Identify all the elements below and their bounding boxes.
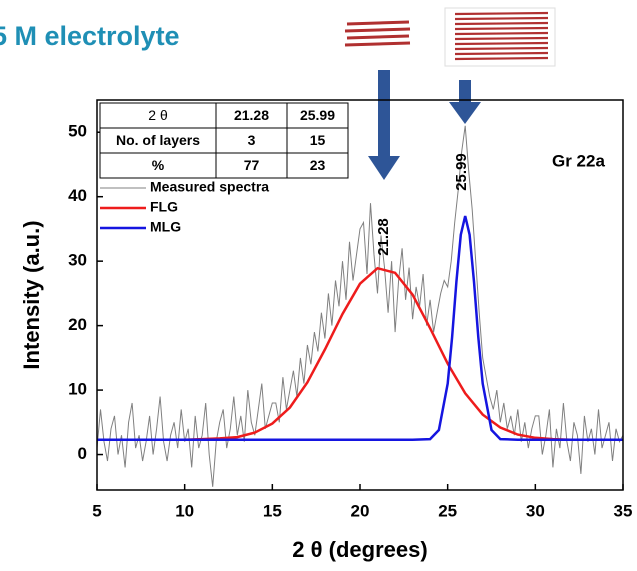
table-text: 3 <box>248 132 256 148</box>
x-tick-label: 10 <box>175 501 194 520</box>
x-tick-label: 20 <box>351 501 370 520</box>
annotation: Gr 22a <box>552 151 605 170</box>
x-tick-label: 15 <box>263 501 282 520</box>
peak-label: 21.28 <box>375 218 392 256</box>
plot-area <box>97 125 623 487</box>
peak-label: 25.99 <box>453 153 470 191</box>
table-cell <box>99 152 217 179</box>
chart-title: 5 M electrolyte <box>0 21 180 51</box>
table-text: No. of layers <box>116 132 200 148</box>
y-tick-label: 40 <box>68 186 87 205</box>
table-text: 15 <box>310 132 326 148</box>
x-tick-label: 35 <box>614 501 633 520</box>
table-text: 77 <box>244 157 260 173</box>
y-tick-label: 10 <box>68 380 87 399</box>
x-axis-label: 2 θ (degrees) <box>292 537 427 562</box>
series-line <box>97 266 623 441</box>
arrows <box>368 70 481 180</box>
table-cell <box>286 127 349 154</box>
y-tick-label: 20 <box>68 315 87 334</box>
graphene-icon-multi <box>444 7 556 67</box>
table-text: 23 <box>310 157 326 173</box>
graphene-icon-few <box>344 20 411 50</box>
y-axis-label: Intensity (a.u.) <box>19 220 44 369</box>
table-text: 25.99 <box>300 107 335 123</box>
series-line <box>97 215 623 441</box>
x-tick-label: 25 <box>438 501 457 520</box>
y-tick-label: 0 <box>78 444 87 463</box>
table-cell <box>286 152 349 179</box>
legend-label: FLG <box>150 199 178 215</box>
table-text: % <box>152 157 165 173</box>
series-line <box>97 125 623 487</box>
table-cell <box>215 127 288 154</box>
x-tick-label: 30 <box>526 501 545 520</box>
y-tick-label: 30 <box>68 251 87 270</box>
legend-label: MLG <box>150 219 181 235</box>
x-tick-label: 5 <box>92 501 101 520</box>
table-cell <box>215 152 288 179</box>
table-text: 2 θ <box>148 107 168 123</box>
table-text: 21.28 <box>234 107 269 123</box>
legend-label: Measured spectra <box>150 179 269 195</box>
y-tick-label: 50 <box>68 122 87 141</box>
